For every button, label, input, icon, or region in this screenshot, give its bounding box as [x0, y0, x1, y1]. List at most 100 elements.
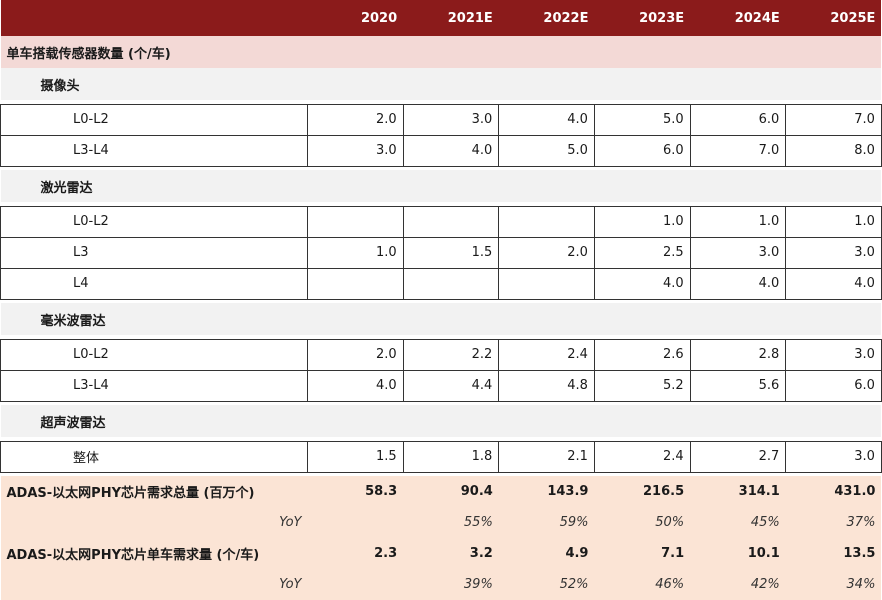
total-value: 314.1 — [690, 476, 786, 507]
value-cell: 2.1 — [498, 440, 595, 473]
value-cell: 3.0 — [785, 440, 882, 473]
total-value: 4.9 — [498, 538, 595, 569]
value-cell: 3.0 — [402, 103, 500, 136]
total-label: ADAS-以太网PHY芯片单车需求量 (个/车) — [0, 538, 308, 569]
total-value: 7.1 — [594, 538, 691, 569]
yoy-value: 37% — [785, 507, 882, 538]
value-cell: 4.0 — [307, 369, 404, 402]
value-cell: 3.0 — [785, 338, 882, 371]
yoy-value: 39% — [403, 569, 499, 600]
table-row: 整体 1.5 1.8 2.1 2.4 2.7 3.0 — [0, 440, 882, 473]
row-label: 整体 — [0, 440, 308, 473]
gap-cell — [0, 401, 882, 405]
row-label: L4 — [0, 267, 308, 300]
value-cell — [307, 267, 404, 300]
table-title-row: 单车搭载传感器数量 (个/车) — [0, 36, 882, 68]
row-label: L3-L4 — [0, 369, 308, 402]
value-cell — [307, 205, 404, 238]
row-label: L3-L4 — [0, 134, 308, 167]
value-cell: 1.5 — [402, 236, 500, 269]
table-row: L3 1.0 1.5 2.0 2.5 3.0 3.0 — [0, 236, 882, 269]
yoy-value — [307, 507, 404, 538]
value-cell: 3.0 — [785, 236, 882, 269]
table-row: L0-L2 1.0 1.0 1.0 — [0, 205, 882, 238]
total-value: 10.1 — [690, 538, 786, 569]
value-cell: 2.0 — [307, 338, 404, 371]
value-cell: 4.8 — [498, 369, 595, 402]
year-header: 2020 — [307, 0, 404, 36]
gap-cell — [0, 437, 882, 441]
total-value: 216.5 — [594, 476, 691, 507]
yoy-label: YoY — [0, 507, 308, 538]
gap-cell — [0, 299, 882, 303]
year-header: 2022E — [498, 0, 595, 36]
value-cell — [402, 205, 500, 238]
value-cell: 1.0 — [307, 236, 404, 269]
yoy-value: 52% — [498, 569, 595, 600]
value-cell: 8.0 — [785, 134, 882, 167]
value-cell — [498, 267, 595, 300]
yoy-value — [307, 569, 404, 600]
table-row: L0-L2 2.0 3.0 4.0 5.0 6.0 7.0 — [0, 103, 882, 136]
value-cell: 5.0 — [498, 134, 595, 167]
yoy-value: 45% — [690, 507, 786, 538]
total-value: 143.9 — [498, 476, 595, 507]
value-cell: 5.6 — [689, 369, 787, 402]
value-cell: 6.0 — [593, 134, 691, 167]
total-row: ADAS-以太网PHY芯片需求总量 (百万个) 58.3 90.4 143.9 216.… — [0, 476, 882, 507]
value-cell: 1.5 — [307, 440, 404, 473]
year-header: 2025E — [785, 0, 882, 36]
year-header: 2023E — [594, 0, 691, 36]
value-cell — [498, 205, 595, 238]
yoy-row: YoY 39% 52% 46% 42% 34% — [0, 569, 882, 600]
total-value: 3.2 — [403, 538, 499, 569]
row-gap — [0, 401, 882, 405]
value-cell: 2.2 — [402, 338, 500, 371]
table-row: L0-L2 2.0 2.2 2.4 2.6 2.8 3.0 — [0, 338, 882, 371]
value-cell: 5.2 — [593, 369, 691, 402]
value-cell: 4.0 — [402, 134, 500, 167]
table-row: L3-L4 4.0 4.4 4.8 5.2 5.6 6.0 — [0, 369, 882, 402]
value-cell: 7.0 — [785, 103, 882, 136]
category-label: 摄像头 — [0, 68, 882, 100]
value-cell: 3.0 — [689, 236, 787, 269]
value-cell: 3.0 — [307, 134, 404, 167]
category-label: 激光雷达 — [0, 170, 882, 202]
value-cell: 4.0 — [785, 267, 882, 300]
row-gap — [0, 166, 882, 170]
yoy-value: 42% — [690, 569, 786, 600]
total-label: ADAS-以太网PHY芯片需求总量 (百万个) — [0, 476, 308, 507]
value-cell: 1.8 — [402, 440, 500, 473]
value-cell: 7.0 — [689, 134, 787, 167]
value-cell: 6.0 — [689, 103, 787, 136]
value-cell: 2.6 — [593, 338, 691, 371]
value-cell: 2.5 — [593, 236, 691, 269]
value-cell: 4.4 — [402, 369, 500, 402]
yoy-value: 55% — [403, 507, 499, 538]
table-row: L3-L4 3.0 4.0 5.0 6.0 7.0 8.0 — [0, 134, 882, 167]
yoy-value: 59% — [498, 507, 595, 538]
total-value: 58.3 — [307, 476, 404, 507]
value-cell: 2.8 — [689, 338, 787, 371]
row-label: L0-L2 — [0, 338, 308, 371]
value-cell: 2.0 — [307, 103, 404, 136]
total-value: 2.3 — [307, 538, 404, 569]
value-cell: 4.0 — [498, 103, 595, 136]
value-cell — [402, 267, 500, 300]
category-row: 超声波雷达 — [0, 405, 882, 437]
value-cell: 5.0 — [593, 103, 691, 136]
gap-cell — [0, 472, 882, 476]
value-cell: 2.4 — [498, 338, 595, 371]
row-gap — [0, 472, 882, 476]
table-title: 单车搭载传感器数量 (个/车) — [0, 36, 882, 68]
year-header: 2024E — [690, 0, 786, 36]
value-cell: 1.0 — [689, 205, 787, 238]
yoy-row: YoY 55% 59% 50% 45% 37% — [0, 507, 882, 538]
yoy-value: 46% — [594, 569, 691, 600]
row-label: L0-L2 — [0, 103, 308, 136]
gap-cell — [0, 166, 882, 170]
table-row: L4 4.0 4.0 4.0 — [0, 267, 882, 300]
row-gap — [0, 437, 882, 441]
total-row: ADAS-以太网PHY芯片单车需求量 (个/车) 2.3 3.2 4.9 7.1 10.1… — [0, 538, 882, 569]
gap-cell — [0, 202, 882, 206]
